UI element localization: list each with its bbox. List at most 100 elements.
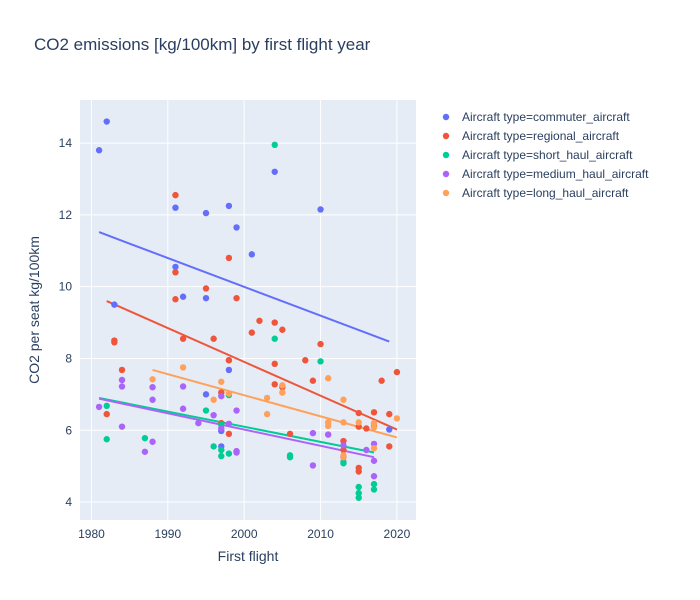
data-point[interactable] [279, 382, 286, 389]
data-point[interactable] [233, 407, 240, 414]
data-point[interactable] [370, 486, 378, 493]
data-point[interactable] [172, 204, 179, 211]
data-point[interactable] [218, 446, 225, 454]
data-point[interactable] [324, 431, 332, 438]
data-point[interactable] [210, 335, 217, 342]
data-point[interactable] [95, 147, 103, 154]
data-point[interactable] [363, 446, 370, 454]
data-point[interactable] [233, 294, 240, 302]
data-point[interactable] [149, 383, 156, 391]
data-point[interactable] [340, 442, 347, 449]
data-point[interactable] [118, 376, 126, 384]
legend-item[interactable]: Aircraft type=long_haul_aircraft [442, 186, 629, 200]
data-point[interactable] [218, 378, 225, 385]
data-point[interactable] [271, 168, 278, 175]
data-point[interactable] [340, 453, 347, 461]
data-point[interactable] [317, 206, 324, 213]
data-point[interactable] [248, 329, 256, 336]
data-point[interactable] [324, 422, 332, 430]
data-point[interactable] [149, 396, 156, 403]
data-point[interactable] [172, 263, 179, 271]
data-point[interactable] [370, 424, 378, 431]
data-point[interactable] [317, 358, 324, 365]
data-point[interactable] [195, 419, 202, 427]
data-point[interactable] [141, 448, 149, 455]
data-point[interactable] [202, 285, 210, 292]
data-point[interactable] [179, 405, 187, 412]
data-point[interactable] [225, 357, 233, 364]
data-point[interactable] [271, 141, 278, 149]
data-point[interactable] [302, 357, 309, 364]
data-point[interactable] [225, 254, 233, 262]
data-point[interactable] [118, 423, 126, 430]
data-point[interactable] [218, 452, 225, 460]
data-point[interactable] [118, 383, 126, 390]
data-point[interactable] [210, 411, 217, 419]
data-point[interactable] [179, 293, 187, 300]
data-point[interactable] [218, 392, 225, 400]
data-point[interactable] [233, 449, 240, 456]
data-point[interactable] [172, 296, 179, 303]
data-point[interactable] [309, 462, 317, 469]
data-point[interactable] [340, 458, 347, 466]
data-point[interactable] [340, 419, 347, 426]
data-point[interactable] [355, 409, 362, 417]
data-point[interactable] [386, 410, 393, 418]
data-point[interactable] [355, 483, 362, 491]
data-point[interactable] [263, 394, 271, 402]
data-point[interactable] [355, 468, 362, 475]
data-point[interactable] [95, 403, 103, 411]
data-point[interactable] [370, 480, 378, 488]
data-point[interactable] [202, 407, 210, 414]
legend[interactable]: Aircraft type=commuter_aircraft Aircraft … [442, 110, 649, 200]
data-point[interactable] [317, 340, 324, 348]
data-point[interactable] [172, 269, 179, 276]
legend-item[interactable]: Aircraft type=short_haul_aircraft [442, 148, 633, 162]
data-point[interactable] [149, 376, 156, 383]
data-point[interactable] [202, 209, 210, 217]
data-point[interactable] [309, 377, 317, 384]
data-point[interactable] [370, 457, 378, 464]
data-point[interactable] [271, 381, 278, 388]
data-point[interactable] [355, 494, 362, 501]
data-point[interactable] [141, 434, 149, 442]
data-point[interactable] [363, 425, 370, 432]
legend-item[interactable]: Aircraft type=regional_aircraft [442, 129, 620, 143]
data-point[interactable] [286, 430, 294, 438]
data-point[interactable] [309, 429, 317, 437]
data-point[interactable] [324, 375, 332, 382]
data-point[interactable] [118, 366, 126, 374]
data-point[interactable] [111, 301, 118, 308]
data-point[interactable] [279, 389, 286, 396]
data-point[interactable] [393, 368, 401, 376]
data-point[interactable] [233, 224, 240, 231]
data-point[interactable] [149, 438, 156, 445]
data-point[interactable] [210, 396, 217, 403]
legend-item[interactable]: Aircraft type=commuter_aircraft [442, 110, 631, 124]
data-point[interactable] [179, 364, 187, 371]
data-point[interactable] [370, 409, 378, 416]
data-point[interactable] [386, 443, 393, 450]
data-point[interactable] [225, 202, 233, 210]
data-point[interactable] [103, 402, 110, 410]
data-point[interactable] [279, 326, 286, 333]
data-point[interactable] [202, 391, 210, 398]
data-point[interactable] [355, 489, 362, 497]
data-point[interactable] [355, 419, 362, 426]
data-point[interactable] [172, 191, 179, 199]
data-point[interactable] [179, 383, 187, 390]
data-point[interactable] [286, 452, 294, 459]
legend-item[interactable]: Aircraft type=medium_haul_aircraft [442, 167, 649, 181]
data-point[interactable] [225, 420, 233, 427]
data-point[interactable] [103, 436, 110, 443]
data-point[interactable] [225, 366, 233, 374]
data-point[interactable] [202, 294, 210, 302]
data-point[interactable] [179, 335, 187, 342]
data-point[interactable] [103, 118, 110, 125]
data-point[interactable] [386, 426, 393, 433]
data-point[interactable] [378, 377, 385, 384]
data-point[interactable] [340, 396, 347, 403]
data-point[interactable] [263, 410, 271, 418]
data-point[interactable] [271, 360, 278, 368]
data-point[interactable] [340, 446, 347, 454]
